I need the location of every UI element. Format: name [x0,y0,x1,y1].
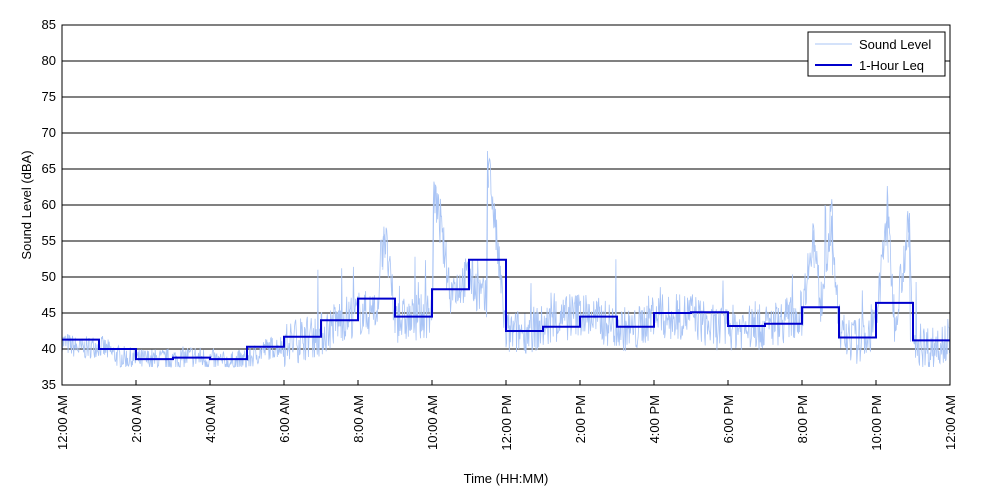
y-tick-label: 65 [42,161,56,176]
y-axis-label: Sound Level (dBA) [19,150,34,259]
x-axis-label: Time (HH:MM) [464,471,549,486]
y-tick-label: 85 [42,17,56,32]
leq-step-line [62,258,950,361]
sound-level-series [61,150,951,369]
legend-box [807,31,946,77]
x-tick-label: 8:00 AM [351,395,366,443]
x-tick-label: 12:00 AM [55,395,70,450]
x-tick-label: 12:00 AM [943,395,958,450]
x-tick-label: 10:00 PM [869,395,884,451]
x-tick-label: 12:00 PM [499,395,514,451]
x-tick-label: 2:00 PM [573,395,588,443]
x-tick-label: 4:00 AM [203,395,218,443]
legend-label-sound-level: Sound Level [859,37,931,52]
y-tick-label: 75 [42,89,56,104]
y-tick-label: 45 [42,305,56,320]
x-tick-label: 6:00 PM [721,395,736,443]
sound-level-line [61,150,951,369]
y-tick-label: 40 [42,341,56,356]
y-tick-label: 60 [42,197,56,212]
y-tick-label: 50 [42,269,56,284]
y-tick-label: 55 [42,233,56,248]
leq-series [62,258,950,361]
x-axis-ticks: 12:00 AM 2:00 AM 4:00 AM 6:00 AM 8:00 AM 10:0… [55,380,958,451]
legend: Sound Level 1-Hour Leq [807,31,946,77]
x-tick-label: 10:00 AM [425,395,440,450]
x-tick-label: 6:00 AM [277,395,292,443]
grid-lines [62,60,950,350]
x-tick-label: 8:00 PM [795,395,810,443]
y-tick-label: 80 [42,53,56,68]
y-axis-ticks: 35 40 45 50 55 60 65 70 75 80 85 [42,17,67,392]
legend-label-leq: 1-Hour Leq [859,58,924,73]
x-tick-label: 4:00 PM [647,395,662,443]
y-tick-label: 35 [42,377,56,392]
x-tick-label: 2:00 AM [129,395,144,443]
y-tick-label: 70 [42,125,56,140]
